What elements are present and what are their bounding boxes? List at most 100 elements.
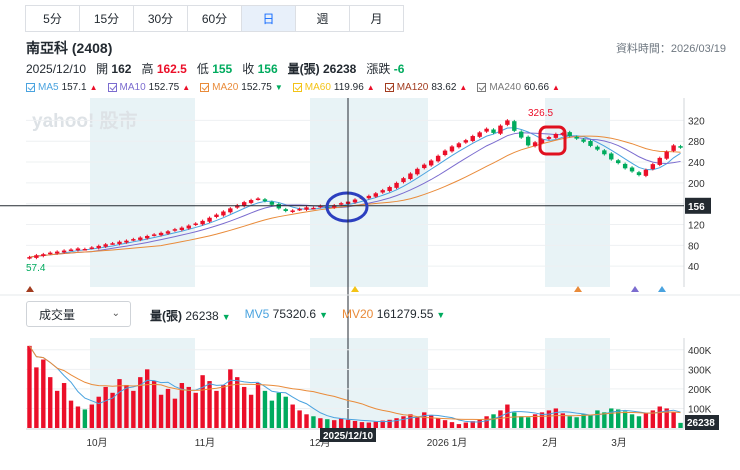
volume-bar (68, 400, 74, 428)
mv20-line (29, 345, 681, 420)
volume-bar (61, 383, 67, 428)
trend-down-icon: ▼ (274, 83, 283, 92)
volume-bar (387, 419, 392, 428)
volume-indicator-select[interactable]: 成交量 ⌄ (26, 301, 131, 327)
volume-bar (214, 390, 219, 428)
candle-body (650, 164, 656, 170)
volume-bar (553, 408, 559, 428)
ma-value: 83.62 (431, 82, 457, 93)
volume-bar (193, 392, 198, 428)
volume-bar (179, 383, 185, 428)
tab-2[interactable]: 30分 (133, 5, 188, 32)
ma-legend-ma20[interactable]: MA20 152.75 ▼ (200, 82, 283, 93)
vol-tick-label: 200K (688, 385, 712, 396)
volume-bar (311, 416, 316, 428)
volume-bar (318, 418, 323, 428)
volume-bar (41, 359, 46, 428)
candle-body (546, 137, 552, 139)
candle-body (304, 207, 309, 210)
candle-body (255, 198, 261, 200)
volume-bar (477, 419, 482, 428)
candle-body (207, 217, 212, 222)
ma-legend-ma240[interactable]: MA240 60.66 ▲ (477, 82, 560, 93)
ohlc-close: 收 156 (242, 62, 278, 76)
volume-bar (622, 411, 628, 428)
trend-up-icon: ▲ (459, 83, 468, 92)
volume-bar (221, 384, 226, 428)
candle-body (27, 257, 32, 259)
current-price-tag (685, 197, 711, 214)
ohlc-high: 高 162.5 (141, 62, 187, 76)
checkbox-icon[interactable] (26, 83, 35, 92)
current-price-text: 156 (688, 202, 705, 213)
checkbox-icon[interactable] (292, 83, 302, 92)
candle-body (41, 254, 46, 257)
ma-legend-ma120[interactable]: MA120 83.62 ▲ (384, 82, 468, 93)
ma-legend-ma10[interactable]: MA10 152.75 ▲ (107, 82, 190, 93)
volume-bar (34, 367, 39, 428)
tab-4[interactable]: 日 (241, 5, 296, 32)
volume-legend: 量(張) 26238 ▼ MV5 75320.6 ▼ MV20 161279.55 ▼ (150, 307, 445, 324)
candle-body (151, 234, 157, 236)
volume-bar (616, 409, 621, 428)
volume-bar (366, 422, 372, 428)
chevron-down-icon: ⌄ (111, 308, 120, 319)
highlight-band (310, 98, 428, 287)
checkbox-icon[interactable] (477, 83, 487, 92)
volume-bar (54, 390, 60, 428)
crosshair-date-tag (320, 428, 376, 442)
trend-up-icon: ▲ (552, 83, 560, 92)
candle-body (415, 168, 420, 175)
trend-up-icon: ▲ (366, 83, 375, 92)
candle-body (657, 157, 662, 165)
ma-legend-ma5[interactable]: MA5 157.1 ▲ (26, 82, 98, 93)
ma-label: MA10 (119, 82, 146, 93)
tab-0[interactable]: 5分 (25, 5, 80, 32)
highlight-band (545, 98, 610, 287)
ma-legend: MA5 157.1 ▲ MA10 152.75 ▲ MA20 152.75 ▼ MA60 119.9… (26, 82, 560, 93)
candle-body (269, 201, 275, 205)
volume-bar (539, 412, 545, 428)
volume-bar (546, 410, 552, 428)
candle-body (311, 207, 316, 210)
y-tick-label: 320 (688, 116, 705, 127)
min-price-label: 57.4 (26, 263, 46, 274)
ma-value: 152.75 (241, 82, 272, 93)
candle-body (179, 227, 185, 230)
candle-body (68, 249, 74, 252)
ma-legend-ma60[interactable]: MA60 119.96 ▲ (292, 82, 375, 93)
ohlc-volume: 量(張) 26238 (287, 62, 357, 76)
volume-bar (574, 417, 579, 428)
checkbox-icon[interactable] (200, 83, 210, 92)
volume-bar (525, 417, 531, 428)
volume-bar (380, 420, 385, 428)
volume-bar (588, 415, 593, 428)
ohlc-change: 漲跌 -6 (366, 62, 405, 76)
candle-body (193, 223, 198, 225)
candle-body (89, 247, 94, 249)
y-tick-label: 120 (688, 221, 705, 232)
volume-bar (151, 381, 157, 428)
volume-bar (290, 404, 295, 428)
volume-legend-mv20: MV20 161279.55 ▼ (341, 307, 446, 321)
volume-bar (304, 414, 309, 428)
candle-body (519, 131, 524, 138)
tab-1[interactable]: 15分 (79, 5, 134, 32)
checkbox-icon[interactable] (107, 83, 117, 92)
volume-bar (276, 392, 282, 428)
volume-bar (567, 416, 572, 428)
candle-body (525, 136, 531, 146)
interval-tabs: 5分 15分 30分 60分日週月 (25, 5, 404, 32)
candle-body (609, 153, 614, 160)
vol-current-text: 26238 (687, 418, 715, 429)
stock-title: 南亞科 (2408) (26, 40, 113, 56)
candle-body (636, 172, 642, 176)
ohlc-date: 2025/12/10 (26, 62, 87, 76)
volume-bar (145, 369, 150, 428)
candle-body (96, 245, 101, 249)
tab-6[interactable]: 月 (349, 5, 404, 32)
candle-body (602, 150, 607, 155)
checkbox-icon[interactable] (384, 83, 394, 92)
candle-body (574, 136, 579, 139)
volume-bar (228, 369, 233, 428)
